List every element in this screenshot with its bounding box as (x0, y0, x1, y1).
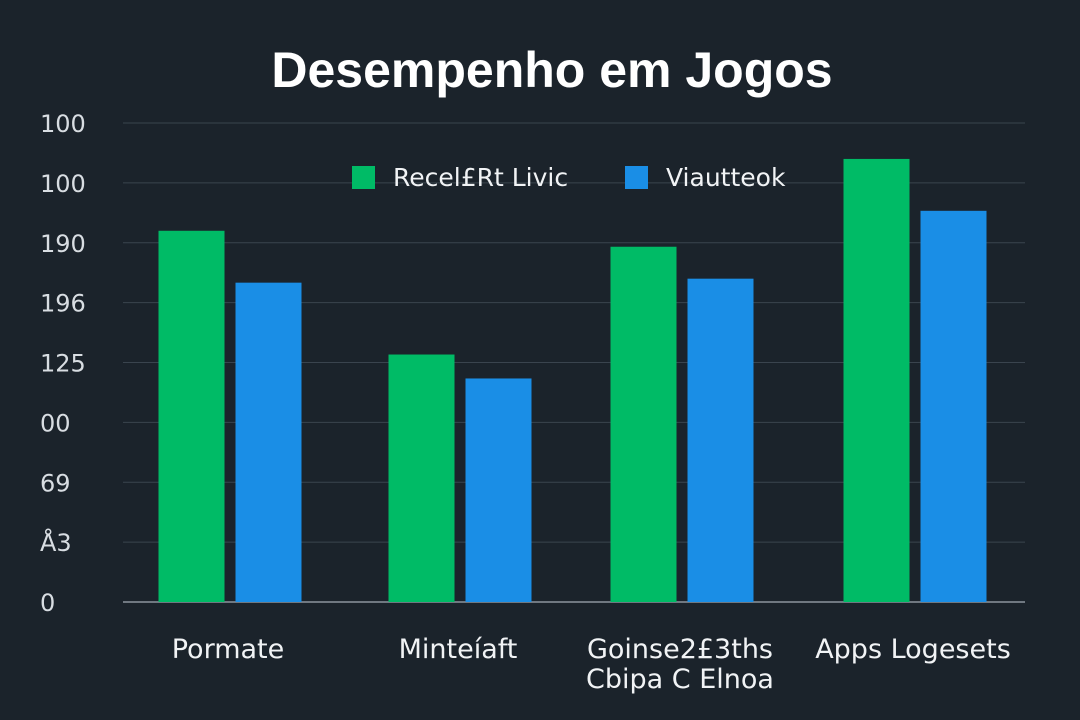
y-tick-label: 69 (40, 469, 71, 497)
bar-series-2 (465, 378, 532, 602)
y-tick-label: 100 (40, 110, 86, 138)
legend-label: Recel£Rt Livic (393, 163, 568, 192)
bar-series-1 (158, 230, 225, 602)
bar-series-1 (843, 158, 910, 603)
bar-series-1 (610, 246, 677, 602)
y-tick-label: 196 (40, 290, 86, 318)
y-axis-ticks: 0 Å3 69 00 125 196 190 100 100 (40, 110, 86, 617)
x-tick-label: Cbipa C Elnoa (586, 664, 774, 695)
x-tick-label: Pormate (172, 634, 285, 665)
y-tick-label: 00 (40, 409, 71, 437)
x-tick-label: Apps Logesets (815, 634, 1011, 665)
y-tick-label: Å3 (40, 528, 72, 557)
legend: Recel£Rt Livic Viautteok (352, 163, 786, 192)
y-tick-label: 0 (40, 589, 55, 617)
bar-series-2 (235, 282, 302, 602)
bar-series-2 (687, 278, 754, 602)
x-tick-label: Minteíaft (399, 634, 518, 665)
y-tick-label: 125 (40, 350, 86, 378)
legend-swatch (625, 166, 648, 189)
bar-series-1 (388, 354, 455, 602)
bar-series-2 (920, 210, 987, 603)
legend-swatch (352, 166, 375, 189)
x-tick-label: Goinse2£3ths (587, 634, 773, 665)
bars (158, 158, 987, 603)
y-tick-label: 190 (40, 230, 86, 258)
legend-label: Viautteok (666, 163, 786, 192)
y-tick-label: 100 (40, 170, 86, 198)
chart-title: Desempenho em Jogos (271, 42, 832, 98)
